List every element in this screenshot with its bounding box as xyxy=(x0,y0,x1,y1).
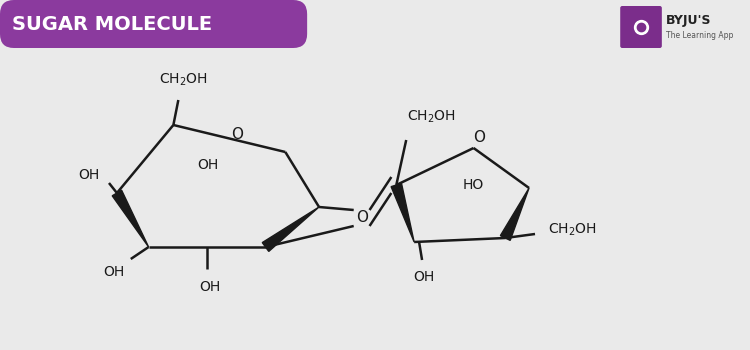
FancyBboxPatch shape xyxy=(620,6,662,48)
Text: OH: OH xyxy=(413,270,435,284)
Polygon shape xyxy=(391,183,414,242)
Text: OH: OH xyxy=(79,168,100,182)
Text: OH: OH xyxy=(104,265,125,279)
FancyBboxPatch shape xyxy=(0,0,308,48)
Text: CH$_2$OH: CH$_2$OH xyxy=(159,72,208,88)
Text: O: O xyxy=(473,131,485,146)
Polygon shape xyxy=(500,188,529,240)
Text: OH: OH xyxy=(200,280,220,294)
Polygon shape xyxy=(262,207,319,251)
Text: O: O xyxy=(356,210,368,225)
Text: HO: HO xyxy=(463,178,484,192)
Text: CH$_2$OH: CH$_2$OH xyxy=(406,109,455,125)
Text: SUGAR MOLECULE: SUGAR MOLECULE xyxy=(12,14,212,34)
Text: OH: OH xyxy=(197,158,219,172)
Text: CH$_2$OH: CH$_2$OH xyxy=(548,222,597,238)
Text: BYJU'S: BYJU'S xyxy=(666,14,711,27)
Text: O: O xyxy=(231,127,243,142)
Text: The Learning App: The Learning App xyxy=(666,31,734,40)
Polygon shape xyxy=(112,190,148,247)
